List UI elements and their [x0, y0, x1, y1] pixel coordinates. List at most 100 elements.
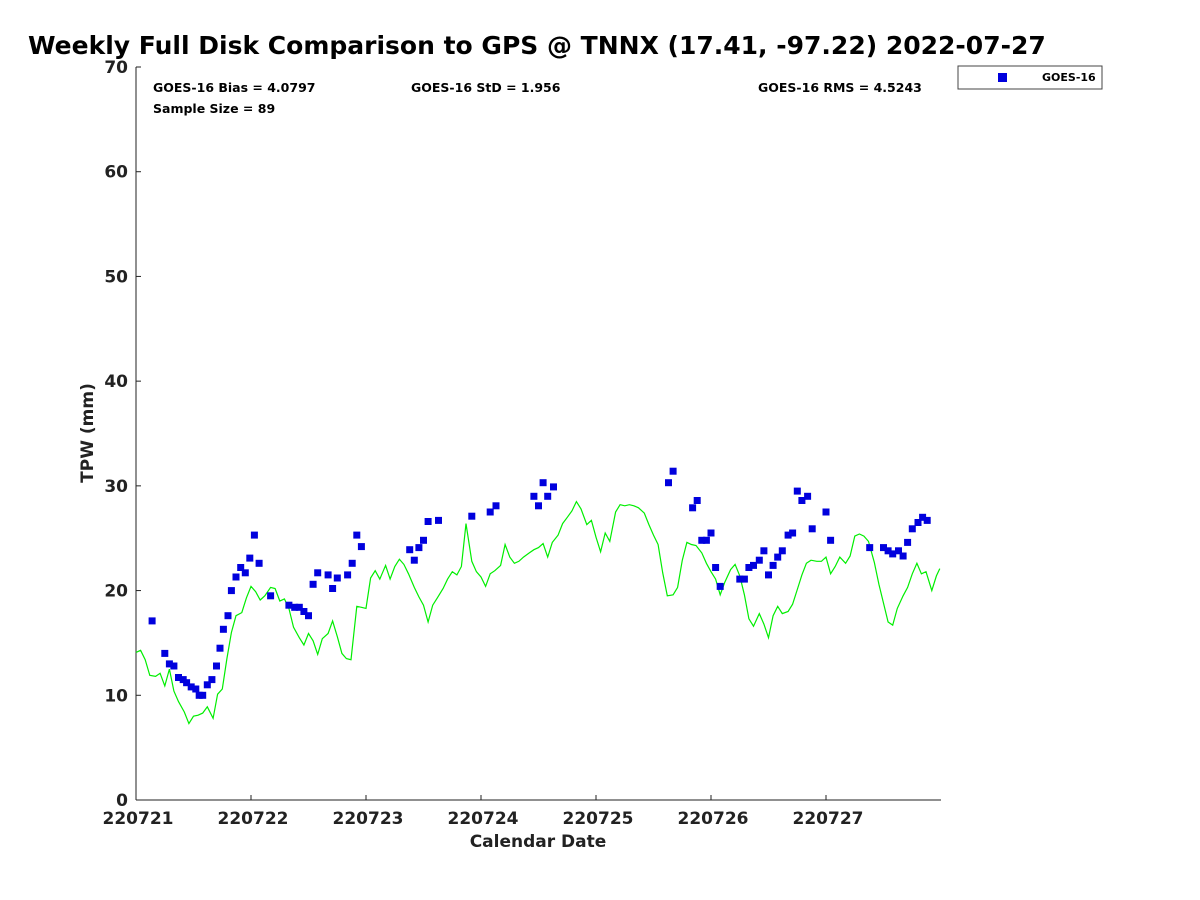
- goes16-point: [884, 547, 892, 555]
- y-tick-label: 40: [104, 372, 128, 392]
- x-tick-label: 220725: [563, 809, 634, 829]
- goes16-point: [798, 497, 806, 504]
- goes16-point: [406, 546, 414, 554]
- rms-stat: GOES-16 RMS = 4.5243: [758, 80, 922, 95]
- y-tick-label: 60: [104, 163, 128, 183]
- legend-label: GOES-16: [1042, 71, 1096, 84]
- goes16-point: [895, 547, 902, 555]
- goes16-point: [866, 544, 874, 552]
- goes16-point: [808, 525, 816, 533]
- goes16-point: [707, 529, 715, 537]
- goes16-point: [224, 612, 232, 620]
- legend-marker: [998, 73, 1007, 82]
- goes16-point: [669, 467, 677, 475]
- sample-size-stat: Sample Size = 89: [153, 101, 275, 116]
- goes16-point: [914, 519, 922, 526]
- goes16-point: [665, 479, 672, 487]
- goes16-point: [740, 575, 748, 583]
- goes16-point: [492, 502, 500, 510]
- goes16-point: [755, 556, 763, 564]
- goes16-point: [187, 683, 195, 691]
- goes16-point: [804, 492, 812, 500]
- goes16-point: [183, 679, 191, 687]
- goes16-point: [420, 536, 427, 544]
- goes16-point: [203, 681, 211, 689]
- y-tick-label: 70: [104, 58, 128, 78]
- goes16-point: [793, 487, 801, 495]
- goes16-point: [899, 552, 907, 560]
- x-tick-label: 220723: [333, 809, 404, 829]
- goes16-point: [348, 559, 356, 567]
- goes16-point: [305, 612, 312, 620]
- goes16-point: [736, 575, 744, 583]
- goes16-point: [199, 691, 207, 699]
- goes16-point: [314, 569, 322, 577]
- x-tick-label: 220727: [793, 809, 864, 829]
- std-stat: GOES-16 StD = 1.956: [411, 80, 561, 95]
- goes16-point: [435, 516, 442, 524]
- goes16-point: [250, 531, 258, 539]
- x-tick-label: 220722: [218, 809, 289, 829]
- goes16-point: [232, 573, 240, 581]
- goes16-point: [300, 608, 308, 615]
- goes16-point: [309, 580, 317, 588]
- goes16-point: [216, 644, 224, 652]
- y-tick-label: 0: [116, 791, 128, 811]
- goes16-point: [175, 674, 182, 681]
- plot-area: 0 10 20 30 40 50 60 70 220721 220722 220723 220724…: [103, 58, 941, 829]
- goes16-point: [353, 531, 361, 539]
- goes16-point: [170, 662, 178, 670]
- gps-line-layer: [135, 500, 941, 725]
- goes16-point: [344, 571, 352, 579]
- y-tick-label: 30: [104, 477, 128, 497]
- goes16-point: [765, 571, 772, 579]
- goes16-point: [784, 531, 792, 539]
- goes16-point: [760, 547, 768, 555]
- goes16-point: [329, 585, 337, 592]
- goes16-point: [745, 564, 753, 571]
- goes16-point: [789, 529, 797, 537]
- goes16-point: [161, 649, 169, 657]
- gps-tpw-line: [135, 500, 941, 725]
- goes16-point: [208, 676, 216, 684]
- goes16-point: [774, 553, 782, 561]
- goes16-point: [689, 504, 697, 512]
- goes16-point: [539, 479, 547, 487]
- goes16-point: [237, 564, 245, 571]
- y-tick-label: 20: [104, 582, 128, 602]
- goes16-point: [750, 561, 757, 569]
- goes16-point: [530, 492, 538, 500]
- goes16-point: [904, 538, 912, 546]
- goes16-point: [827, 536, 835, 544]
- goes16-point: [880, 544, 887, 552]
- goes16-point: [267, 592, 275, 600]
- goes16-point: [889, 550, 897, 558]
- goes16-point: [255, 559, 263, 567]
- goes16-point: [923, 516, 931, 524]
- goes16-point: [486, 508, 494, 516]
- bias-stat: GOES-16 Bias = 4.0797: [153, 80, 315, 95]
- x-tick-label: 220726: [678, 809, 749, 829]
- goes16-point: [693, 497, 701, 504]
- x-axis-label: Calendar Date: [470, 832, 607, 852]
- goes16-point: [778, 547, 786, 555]
- goes16-point: [908, 525, 916, 533]
- plot-frame: [136, 67, 941, 800]
- goes16-point: [468, 512, 476, 520]
- x-tick-label: 220724: [448, 809, 519, 829]
- goes16-point: [919, 513, 927, 521]
- goes16-point: [295, 603, 303, 611]
- goes16-point: [291, 603, 299, 611]
- goes16-point: [535, 502, 542, 510]
- goes16-point: [333, 574, 341, 582]
- goes16-point: [324, 571, 332, 579]
- chart-title: Weekly Full Disk Comparison to GPS @ TNN…: [28, 31, 1046, 60]
- x-ticks: 220721 220722 220723 220724 220725 220726 2207…: [103, 795, 864, 829]
- legend-box: [957, 65, 1103, 90]
- y-tick-label: 50: [104, 267, 128, 287]
- legend: GOES-16: [957, 65, 1103, 90]
- goes16-point: [550, 483, 557, 491]
- goes16-point: [702, 536, 710, 544]
- goes16-point: [698, 536, 706, 544]
